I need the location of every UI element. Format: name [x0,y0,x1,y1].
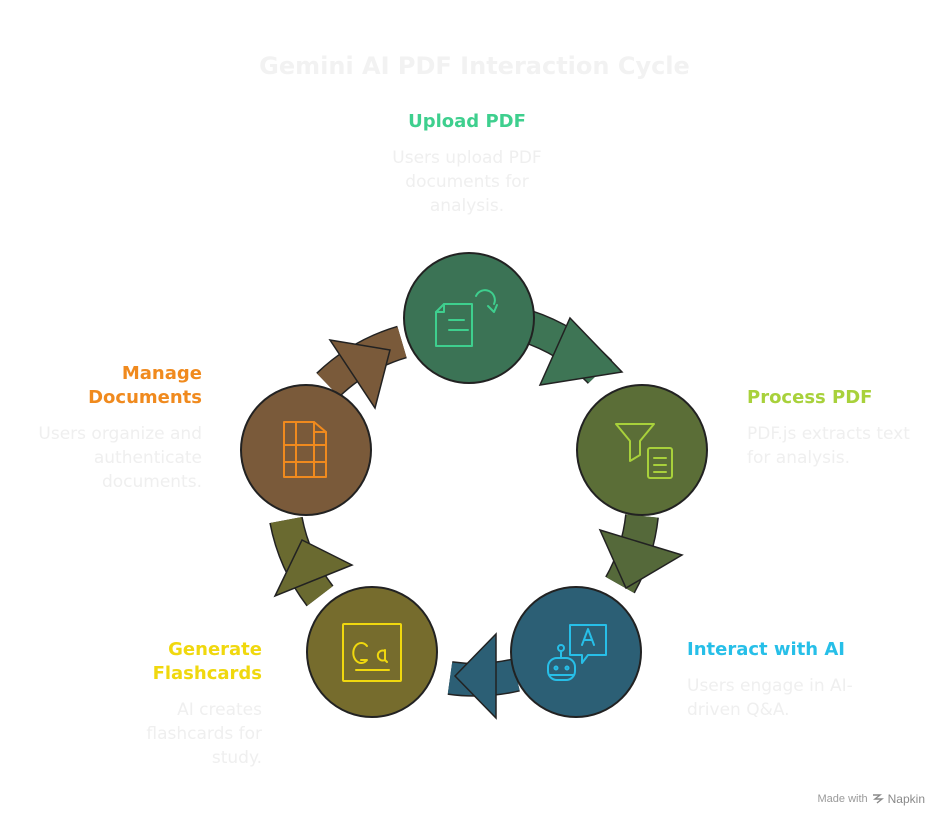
connector-upload-to-process [520,309,624,386]
node-generate-flashcards [306,586,438,718]
flashcards-label: Generate Flashcards [152,639,262,684]
node-process-pdf [576,384,708,516]
node-upload-pdf [403,252,535,384]
upload-label: Upload PDF [408,111,526,132]
connector-process-to-interact [598,513,684,594]
interact-description: Users engage in AI-driven Q&A. [687,676,853,720]
interact-label: Interact with AI [687,639,846,660]
arrowhead [538,316,624,386]
manage-label: Manage Documents [88,363,202,408]
documents-grid-icon [283,421,327,478]
filter-document-icon [615,423,673,479]
node-manage-documents [240,384,372,516]
arrowhead [273,538,354,598]
flashcards-description: AI creates flashcards for study. [146,700,262,768]
process-label: Process PDF [747,387,873,408]
process-description: PDF.js extracts text for analysis. [747,424,910,468]
arrowhead [453,632,497,720]
flashcard-icon [342,623,402,682]
manage-description: Users organize and authenticate document… [38,424,202,492]
connector-manage-to-upload [316,325,408,410]
connector-interact-to-flashcards [447,632,520,720]
node-interact-with-ai [510,586,642,718]
document-rotate-icon [435,289,498,347]
upload-description: Users upload PDF documents for analysis. [392,148,542,216]
arrowhead [328,338,391,410]
napkin-logo-icon [872,794,884,804]
robot-chat-icon [547,624,607,681]
footer-credit: Made with Napkin [818,792,926,806]
connector-flashcards-to-manage [269,516,354,607]
napkin-brand: Napkin [887,792,925,806]
arrowhead [598,528,684,590]
diagram-title: Gemini AI PDF Interaction Cycle [259,52,690,80]
made-with-text: Made with [817,793,868,805]
